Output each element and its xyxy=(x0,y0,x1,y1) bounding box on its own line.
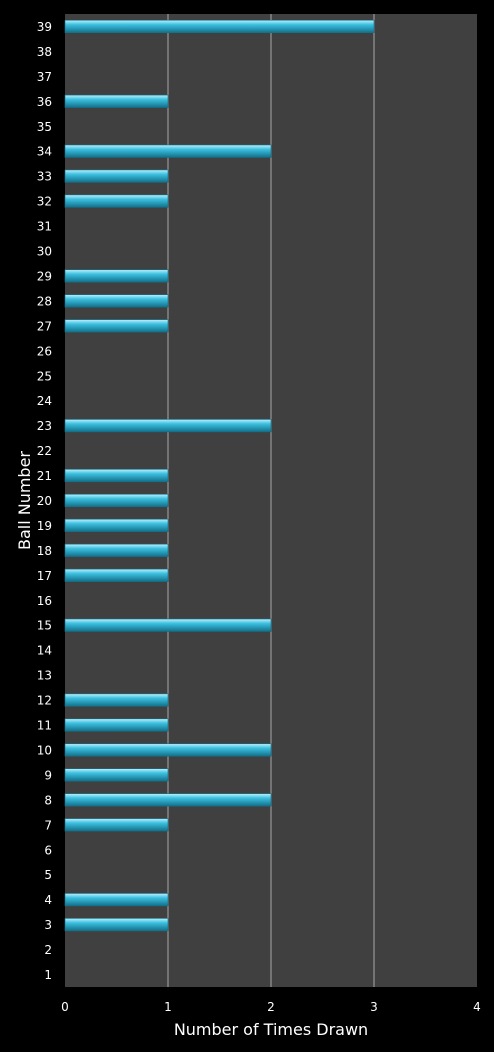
y-tick-label: 32 xyxy=(37,195,52,209)
y-tick-label: 9 xyxy=(44,768,52,782)
bar xyxy=(64,818,169,832)
bar xyxy=(64,693,169,707)
bar xyxy=(64,194,169,208)
y-tick-label: 17 xyxy=(37,569,52,583)
bar xyxy=(64,169,169,183)
y-tick-label: 38 xyxy=(37,45,52,59)
y-tick-label: 4 xyxy=(44,893,52,907)
bar xyxy=(64,419,272,433)
bar xyxy=(64,19,375,34)
y-tick-label: 33 xyxy=(37,170,52,184)
y-tick-label: 5 xyxy=(44,868,52,882)
y-tick-label: 23 xyxy=(37,419,52,433)
y-tick-label: 11 xyxy=(37,719,52,733)
y-tick-label: 35 xyxy=(37,120,52,134)
y-tick-label: 22 xyxy=(37,444,52,458)
y-tick-label: 28 xyxy=(37,294,52,308)
bar xyxy=(64,518,169,532)
y-tick-label: 36 xyxy=(37,95,52,109)
y-tick-label: 20 xyxy=(37,494,52,508)
x-axis-title: Number of Times Drawn xyxy=(174,1020,368,1039)
bar xyxy=(64,319,169,333)
y-tick-label: 10 xyxy=(37,743,52,757)
y-tick-label: 1 xyxy=(44,968,52,982)
y-tick-label: 21 xyxy=(37,469,52,483)
bar xyxy=(64,543,169,557)
x-tick-label: 3 xyxy=(370,1000,378,1014)
y-tick-labels: 1234567891011121314151617181920212223242… xyxy=(37,20,52,982)
bar xyxy=(64,493,169,508)
y-tick-label: 26 xyxy=(37,344,52,358)
x-tick-labels: 0 1 2 3 4 xyxy=(61,1000,481,1014)
bar xyxy=(64,793,272,807)
bar xyxy=(64,269,169,283)
y-tick-label: 31 xyxy=(37,220,52,234)
y-tick-label: 19 xyxy=(37,519,52,533)
y-tick-label: 14 xyxy=(37,644,52,658)
y-tick-label: 12 xyxy=(37,694,52,708)
bar xyxy=(64,144,272,158)
y-tick-label: 3 xyxy=(44,918,52,932)
x-tick-label: 0 xyxy=(61,1000,69,1014)
x-tick-label: 2 xyxy=(267,1000,275,1014)
y-tick-label: 24 xyxy=(37,394,52,408)
y-tick-label: 6 xyxy=(44,843,52,857)
bar xyxy=(64,469,169,483)
y-tick-label: 2 xyxy=(44,943,52,957)
bar xyxy=(64,743,272,757)
y-tick-label: 15 xyxy=(37,619,52,633)
bar xyxy=(64,718,169,732)
y-tick-label: 29 xyxy=(37,269,52,283)
bar xyxy=(64,893,169,907)
y-tick-label: 37 xyxy=(37,70,52,84)
y-axis-title: Ball Number xyxy=(15,451,34,550)
y-tick-label: 25 xyxy=(37,369,52,383)
y-tick-label: 39 xyxy=(37,20,52,34)
y-tick-label: 7 xyxy=(44,818,52,832)
y-tick-label: 8 xyxy=(44,793,52,807)
bar xyxy=(64,918,169,932)
y-tick-label: 30 xyxy=(37,245,52,259)
bar xyxy=(64,294,169,308)
x-tick-label: 1 xyxy=(164,1000,172,1014)
y-tick-label: 13 xyxy=(37,669,52,683)
y-tick-label: 16 xyxy=(37,594,52,608)
y-tick-label: 34 xyxy=(37,145,52,159)
bar xyxy=(64,768,169,782)
bar xyxy=(64,618,272,632)
y-tick-label: 18 xyxy=(37,544,52,558)
x-tick-label: 4 xyxy=(473,1000,481,1014)
bars xyxy=(64,19,375,932)
bar xyxy=(64,568,169,582)
y-tick-label: 27 xyxy=(37,319,52,333)
bar xyxy=(64,94,169,108)
